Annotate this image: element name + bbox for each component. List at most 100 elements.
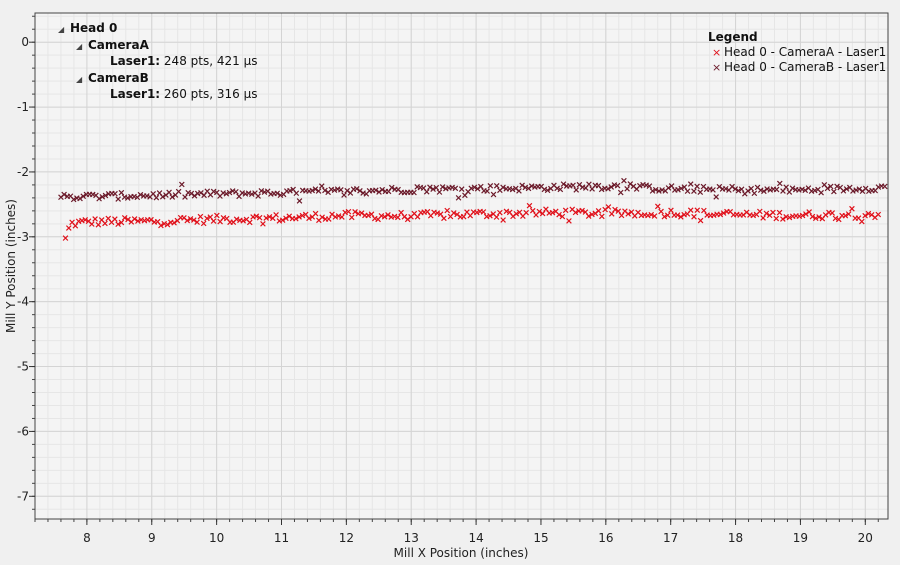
x-tick-label: 18	[728, 531, 743, 545]
data-point	[385, 212, 391, 218]
data-point	[668, 183, 675, 189]
collapse-triangle-icon[interactable]: ◢	[58, 25, 65, 34]
stats-tree: ◢ Head 0 ◢ CameraA Laser1: 248 pts, 421 µs…	[58, 20, 257, 103]
data-point	[544, 187, 551, 194]
data-point	[322, 187, 328, 194]
data-point	[256, 214, 263, 221]
data-point	[557, 186, 564, 193]
data-point	[614, 182, 621, 189]
cross-marker-icon: ×	[712, 46, 722, 59]
data-point	[335, 213, 342, 219]
data-point	[365, 212, 372, 219]
data-point	[358, 210, 365, 216]
data-point	[816, 214, 822, 220]
data-point	[125, 216, 131, 223]
legend-entry-label: Head 0 - CameraA - Laser1	[724, 45, 887, 59]
data-point	[414, 213, 421, 220]
data-point	[687, 181, 694, 187]
data-point	[376, 189, 382, 195]
data-point	[840, 188, 847, 194]
data-point	[799, 186, 805, 193]
data-point	[637, 182, 643, 189]
data-point	[274, 190, 281, 197]
data-point	[477, 183, 484, 190]
data-point	[239, 190, 246, 196]
data-point	[240, 218, 247, 224]
data-point	[312, 186, 319, 192]
data-point	[348, 214, 355, 221]
data-point	[190, 217, 197, 223]
tree-camera-b-row[interactable]: ◢ CameraB	[58, 70, 257, 87]
y-tick-label: -3	[17, 230, 29, 244]
y-axis: 0 -1 -2 -3 -4 -5 -6 -7	[17, 15, 35, 510]
data-point	[646, 183, 653, 189]
data-point	[649, 188, 656, 194]
data-point	[468, 185, 475, 192]
data-point	[858, 218, 865, 225]
data-point	[536, 208, 543, 215]
data-point	[678, 214, 684, 220]
data-point	[352, 208, 358, 215]
data-point	[226, 189, 233, 196]
data-point	[756, 208, 763, 215]
data-point	[92, 216, 98, 222]
legend-entry-camera-b[interactable]: × Head 0 - CameraB - Laser1	[708, 60, 886, 75]
data-point	[197, 213, 204, 220]
tree-camera-a-row[interactable]: ◢ CameraA	[58, 37, 257, 54]
data-point	[411, 189, 417, 196]
data-point	[554, 185, 560, 192]
data-point	[875, 211, 882, 218]
data-point	[573, 187, 580, 193]
data-point	[263, 215, 270, 221]
data-point	[850, 188, 856, 194]
data-point	[776, 180, 783, 187]
data-point	[566, 218, 572, 224]
data-point	[500, 217, 506, 223]
data-point	[398, 209, 404, 216]
data-point	[579, 207, 585, 214]
data-point	[720, 210, 727, 216]
x-tick-label: 11	[274, 531, 289, 545]
x-tick-label: 13	[404, 531, 419, 545]
data-point	[615, 208, 622, 214]
data-point	[612, 206, 618, 213]
data-point	[560, 181, 567, 187]
x-tick-label: 17	[663, 531, 678, 545]
data-point	[803, 211, 809, 217]
data-point	[112, 216, 118, 222]
data-point	[258, 188, 265, 194]
data-point	[509, 186, 516, 193]
data-point	[293, 215, 299, 222]
data-point	[454, 211, 460, 218]
camera-b-laser-stats: 260 pts, 316 µs	[163, 87, 258, 101]
data-point	[118, 189, 125, 196]
collapse-triangle-icon[interactable]: ◢	[76, 41, 83, 51]
data-point	[559, 213, 566, 220]
data-point	[849, 205, 855, 212]
data-point	[716, 183, 723, 190]
data-point	[233, 216, 240, 223]
data-point	[166, 189, 172, 196]
legend: Legend × Head 0 - CameraA - Laser1 × Head …	[708, 30, 886, 75]
data-point	[732, 186, 739, 192]
data-point	[223, 191, 230, 197]
collapse-triangle-icon[interactable]: ◢	[76, 74, 83, 84]
data-point	[135, 218, 141, 224]
data-point	[124, 195, 131, 201]
tree-camera-b-laser-row: Laser1: 260 pts, 316 µs	[58, 86, 257, 103]
data-point	[523, 209, 529, 216]
data-point	[786, 214, 793, 221]
plot-frame	[34, 12, 889, 520]
data-point	[460, 213, 467, 220]
data-point	[608, 211, 615, 217]
data-point	[697, 217, 704, 224]
tree-head-row[interactable]: ◢ Head 0	[58, 20, 257, 37]
data-point	[115, 196, 122, 202]
data-point	[562, 207, 569, 214]
data-point	[357, 188, 363, 194]
data-point	[674, 212, 681, 218]
legend-entry-camera-a[interactable]: × Head 0 - CameraA - Laser1	[708, 45, 886, 60]
data-point	[373, 187, 379, 194]
data-point	[88, 221, 95, 227]
series-1	[58, 177, 888, 204]
